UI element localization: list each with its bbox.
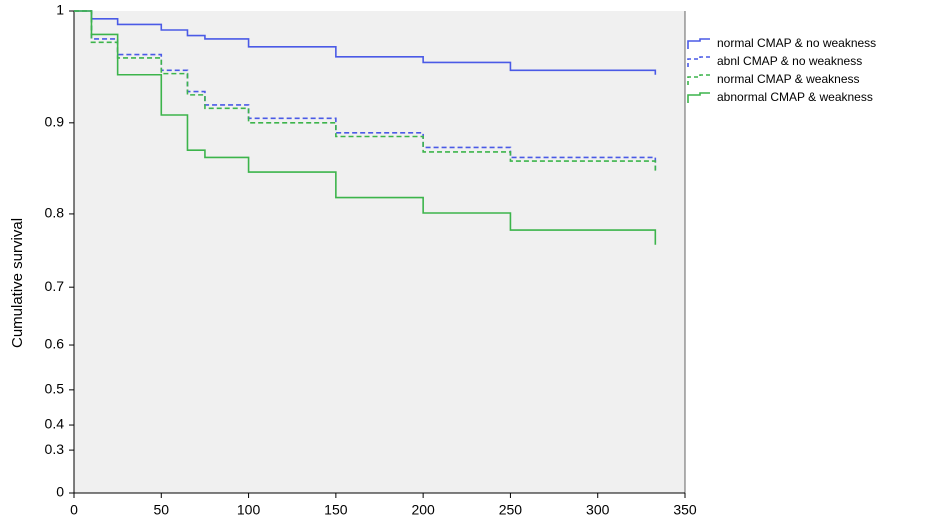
legend-label: normal CMAP & no weakness <box>717 36 876 50</box>
y-tick-label: 0.8 <box>45 205 65 221</box>
legend-swatch <box>687 56 710 67</box>
legend-label: abnl CMAP & no weakness <box>717 54 862 68</box>
legend-swatch <box>687 38 710 49</box>
survival-line <box>74 10 657 245</box>
plot-area <box>74 11 685 493</box>
x-tick-label: 100 <box>237 502 261 518</box>
x-tick-label: 50 <box>153 502 169 518</box>
y-tick-label: 0 <box>56 484 64 500</box>
y-axis-label: Cumulative survival <box>9 218 26 348</box>
y-tick-label: 0.7 <box>45 278 65 294</box>
legend-swatch <box>687 74 710 85</box>
legend-swatch <box>687 92 710 103</box>
x-tick-label: 0 <box>70 502 78 518</box>
legend-label: normal CMAP & weakness <box>717 72 860 86</box>
y-tick-label: 0.6 <box>45 336 65 352</box>
x-tick-label: 200 <box>411 502 435 518</box>
x-tick-label: 150 <box>324 502 348 518</box>
y-tick-label: 0.9 <box>45 114 65 130</box>
y-tick-label: 1 <box>56 2 64 18</box>
legend-label: abnormal CMAP & weakness <box>717 90 873 104</box>
y-tick-label: 0.5 <box>45 381 65 397</box>
x-tick-label: 350 <box>673 502 697 518</box>
x-tick-label: 300 <box>586 502 610 518</box>
survival-line <box>74 10 657 75</box>
y-tick-label: 0.3 <box>45 441 65 457</box>
x-tick-label: 250 <box>499 502 523 518</box>
y-tick-label: 0.4 <box>45 416 65 432</box>
